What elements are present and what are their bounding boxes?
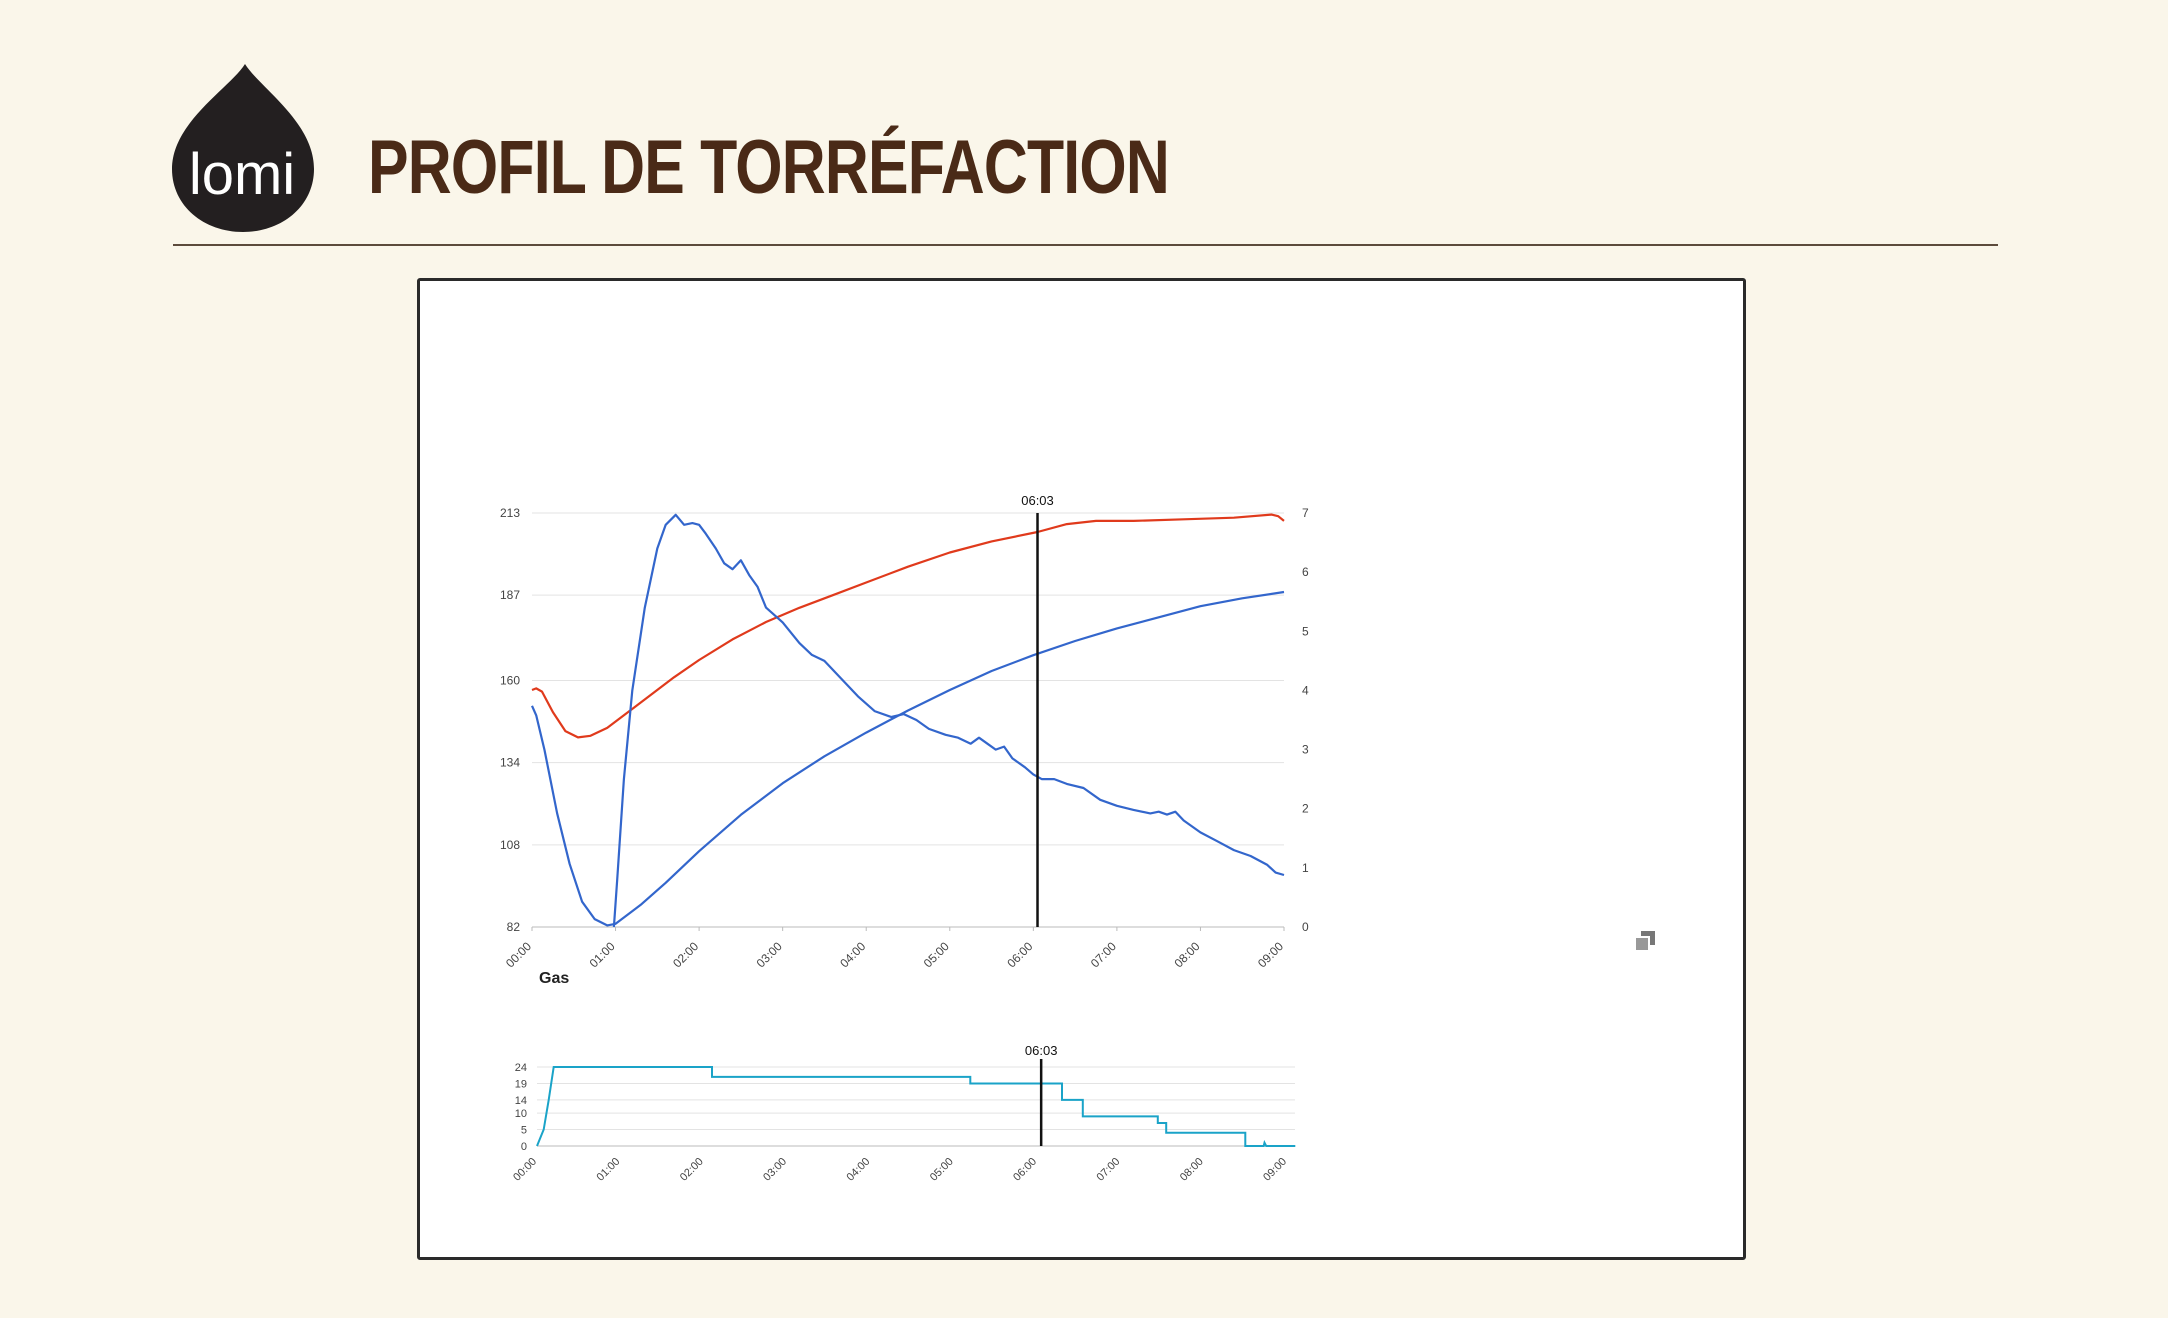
gas-chart-title: Gas [539,970,569,987]
y-left-tick-label: 213 [500,506,520,520]
header-divider [173,244,1998,246]
x-tick-label: 09:00 [1255,939,1286,970]
x-tick-label: 07:00 [1095,1156,1123,1184]
x-tick-label: 02:00 [678,1156,706,1184]
series-line [612,513,1285,928]
x-tick-label: 00:00 [503,939,534,970]
page-title: PROFIL DE TORRÉFACTION [368,125,1170,210]
x-tick-label: 05:00 [921,939,952,970]
x-tick-label: 07:00 [1088,939,1119,970]
x-tick-label: 03:00 [761,1156,789,1184]
y-right-tick-label: 4 [1302,683,1309,697]
y-right-tick-label: 6 [1302,565,1309,579]
y-tick-label: 14 [515,1095,527,1107]
x-tick-label: 09:00 [1261,1156,1289,1184]
x-tick-label: 04:00 [837,939,868,970]
y-right-tick-label: 3 [1302,743,1309,757]
gas-series-line [536,1066,1296,1147]
expand-icon[interactable] [1634,931,1655,952]
y-right-tick-label: 2 [1302,802,1309,816]
y-tick-label: 5 [521,1125,527,1137]
x-tick-label: 08:00 [1178,1156,1206,1184]
lomi-logo: lomi [172,64,314,232]
x-tick-label: 05:00 [928,1156,956,1184]
time-cursor-label: 06:03 [1021,493,1054,508]
y-left-tick-label: 160 [500,673,520,687]
expand-icon-front [1634,936,1650,952]
y-right-tick-label: 7 [1302,506,1309,520]
x-tick-label: 06:00 [1011,1156,1039,1184]
y-tick-label: 24 [515,1062,527,1074]
x-tick-label: 02:00 [670,939,701,970]
y-left-tick-label: 187 [500,588,520,602]
y-tick-label: 19 [515,1078,527,1090]
temperature-chart: 06:03 82 108 134 160 187 213 0 1 2 3 4 5 6 7 00:00 01… [500,493,1309,970]
x-tick-label: 03:00 [754,939,785,970]
y-right-tick-label: 1 [1302,861,1309,875]
y-tick-label: 10 [515,1108,527,1120]
series-line [530,590,1285,927]
y-left-tick-label: 82 [507,920,521,934]
y-right-tick-label: 0 [1302,920,1309,934]
logo-text: lomi [189,142,295,207]
y-left-tick-label: 108 [500,838,520,852]
x-tick-label: 08:00 [1171,939,1202,970]
y-right-tick-label: 5 [1302,624,1309,638]
x-tick-label: 01:00 [587,939,618,970]
x-tick-label: 04:00 [845,1156,873,1184]
series-line [531,513,1285,739]
x-tick-label: 06:00 [1004,939,1035,970]
time-cursor-label: 06:03 [1025,1043,1058,1058]
y-tick-label: 0 [521,1141,527,1153]
logo-drop-shape [172,64,314,232]
x-tick-label: 00:00 [511,1156,539,1184]
x-tick-label: 01:00 [595,1156,623,1184]
y-left-tick-label: 134 [500,756,520,770]
